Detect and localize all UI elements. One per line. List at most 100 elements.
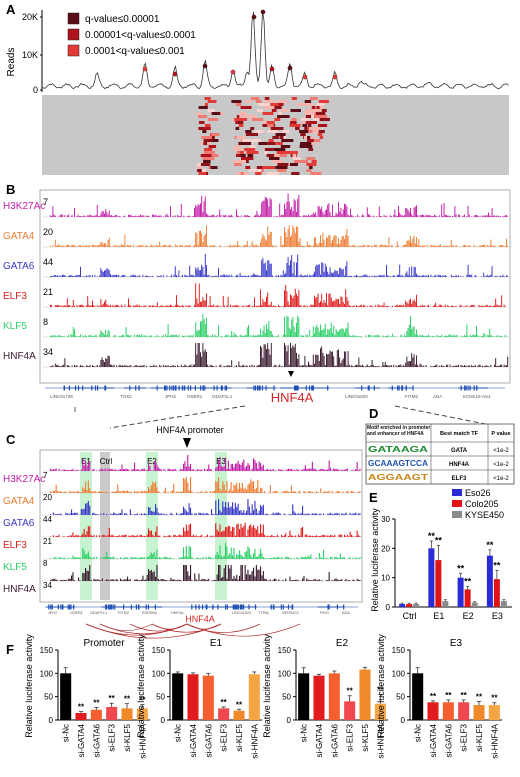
signal-bar [128, 579, 130, 581]
heatmap-cell [198, 115, 208, 118]
heatmap-cell [256, 109, 263, 112]
signal-bar [114, 468, 116, 471]
signal-bar [240, 523, 242, 537]
signal-bar [85, 460, 87, 471]
signal-bar [362, 306, 363, 307]
signal-bar [435, 274, 437, 277]
signal-bar [344, 203, 345, 217]
signal-bar [97, 491, 99, 493]
track-name: GATA6 [3, 518, 35, 529]
signal-bar [53, 335, 55, 337]
signal-bar [155, 556, 157, 559]
signal-bar [466, 274, 468, 277]
tick-label: 0 [287, 716, 292, 725]
signal-bar [219, 524, 221, 537]
signal-bar [272, 491, 274, 493]
signal-bar [255, 556, 257, 559]
signal-bar [371, 359, 373, 367]
exon [105, 604, 107, 610]
signal-bar [134, 275, 135, 277]
signal-bar [244, 215, 246, 217]
signal-bar [302, 216, 303, 217]
signal-bar [71, 469, 73, 471]
signal-bar [153, 305, 155, 307]
signal-bar [267, 292, 269, 307]
signal-bar [226, 335, 228, 337]
exon [308, 385, 311, 391]
signal-bar [228, 365, 230, 367]
signal-bar [163, 468, 165, 471]
signal-bar [260, 524, 262, 537]
heatmap-cell [278, 103, 284, 106]
signal-bar [127, 490, 129, 493]
signal-bar [368, 276, 369, 277]
signal-bar [327, 204, 329, 217]
signal-bar [155, 365, 157, 367]
signal-bar [69, 469, 71, 471]
signal-bar [244, 487, 246, 493]
signal-bar [181, 512, 183, 515]
signal-bar [243, 580, 245, 581]
signal-bar [351, 336, 353, 337]
signal-bar [293, 511, 295, 515]
heatmap-cell [274, 118, 281, 121]
signal-bar [440, 244, 441, 247]
signal-bar [294, 332, 296, 337]
signal-bar [305, 365, 307, 367]
signal-bar [162, 275, 164, 277]
signal-bar [194, 513, 196, 515]
signal-bar [491, 306, 493, 307]
signal-bar [346, 365, 348, 367]
signal-bar [240, 215, 242, 217]
signal-bar [82, 335, 84, 337]
signal-bar [215, 275, 217, 277]
signal-bar [59, 470, 61, 471]
signal-bar [113, 579, 115, 581]
signal-bar [150, 530, 152, 537]
signal-bar [310, 468, 312, 471]
exon [135, 604, 137, 610]
signal-bar [165, 215, 167, 217]
signal-bar [327, 271, 329, 277]
signal-bar [407, 328, 409, 337]
signal-bar [236, 507, 238, 515]
signal-bar [77, 274, 79, 277]
signal-bar [219, 565, 221, 581]
signal-bar [237, 240, 239, 247]
signal-bar [181, 535, 183, 537]
signal-bar [465, 365, 467, 367]
signal-bar [201, 534, 203, 537]
signal-bar [128, 245, 129, 247]
signal-bar [325, 536, 327, 537]
signal-bar [255, 244, 257, 247]
signal-bar [126, 334, 128, 337]
signal-bar [178, 557, 180, 559]
exon [195, 604, 197, 610]
signal-bar [507, 336, 509, 337]
signal-bar [185, 466, 187, 471]
signal-bar [294, 232, 296, 247]
signal-bar [82, 304, 84, 307]
signal-bar [170, 469, 172, 471]
tick-label: 150 [40, 646, 54, 655]
signal-bar [215, 480, 217, 493]
signal-bar [492, 245, 494, 247]
signal-bar [171, 513, 173, 515]
signal-bar [420, 306, 422, 307]
signal-bar [202, 578, 204, 581]
signal-bar [209, 365, 211, 367]
signal-bar [55, 535, 57, 537]
signal-bar [138, 557, 140, 559]
signal-bar [66, 470, 68, 471]
signal-bar [436, 276, 438, 277]
signal-bar [491, 208, 493, 217]
signal-bar [74, 245, 75, 247]
signal-bar [357, 246, 359, 247]
signal-bar [285, 345, 287, 367]
signal-bar [50, 366, 51, 367]
signal-bar [468, 245, 470, 247]
signal-bar [346, 228, 348, 247]
signal-bar [486, 304, 488, 307]
signal-bar [293, 347, 295, 367]
signal-bar [376, 366, 378, 367]
